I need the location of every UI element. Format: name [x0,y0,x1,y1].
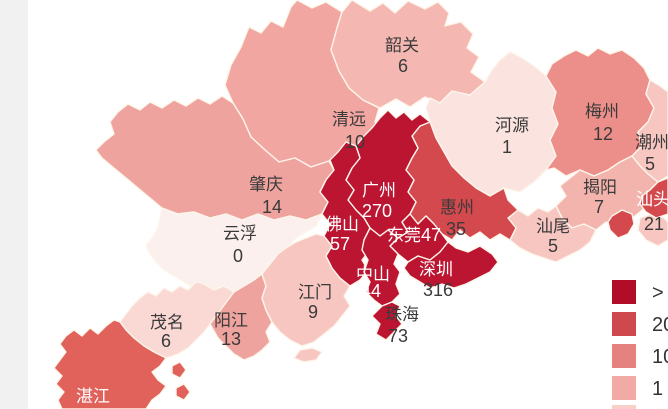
value-shantou: 21 [644,214,664,234]
value-dongguan: 47 [421,225,441,245]
label-yangjiang: 阳江 [214,311,248,330]
label-shenzhen: 深圳 [419,260,453,279]
value-qingyuan: 10 [345,132,365,152]
value-zhongshan: 44 [361,281,381,301]
legend-swatch-5 [612,405,636,409]
value-huizhou: 35 [446,219,466,239]
value-shaoguan: 6 [398,56,408,76]
region-zhanjiang-island-1 [171,361,187,379]
region-shanwei [507,205,597,263]
label-heyuan: 河源 [495,116,529,135]
label-shaoguan: 韶关 [385,36,419,55]
label-guangzhou: 广州 [362,181,396,200]
value-shenzhen: 316 [423,280,453,300]
value-chaozhou: 5 [645,154,655,174]
legend-label-4: 1 [652,378,663,400]
page-gutter [0,0,28,409]
label-dongguan: 东莞47 [387,225,441,245]
label-zhongshan: 中山 [356,265,390,284]
map-regions [53,0,668,409]
value-jiangmen: 9 [308,302,318,322]
region-foshan [319,141,371,287]
value-zhaoqing: 14 [262,197,282,217]
legend: > 20 10 1 [612,280,668,409]
region-dongguan [389,213,449,263]
value-maoming: 6 [161,331,171,351]
label-maoming: 茂名 [150,313,184,332]
legend-swatch-4 [612,376,636,400]
label-dongguan-name: 东莞 [387,226,421,245]
region-zhongshan [361,227,401,307]
value-yangjiang: 13 [221,329,241,349]
region-shenzhen [403,241,499,289]
value-foshan: 57 [330,234,350,254]
value-jieyang: 7 [594,197,604,217]
legend-swatch-2 [612,312,636,336]
label-zhaoqing: 肇庆 [249,175,283,194]
region-zhuhai [371,301,403,341]
label-qingyuan: 清远 [332,110,366,129]
label-shanwei: 汕尾 [536,217,570,236]
value-shanwei: 5 [548,236,558,256]
label-huizhou: 惠州 [440,198,474,217]
label-jiangmen: 江门 [298,283,332,302]
label-foshan: 佛山 [325,215,359,234]
value-guangzhou: 270 [362,201,392,221]
legend-swatch-1 [612,280,636,304]
label-shantou: 汕头 [636,190,668,209]
region-zhanjiang [53,319,167,409]
label-chaozhou: 潮州 [635,133,668,152]
legend-swatch-3 [612,344,636,368]
value-zhuhai: 73 [388,326,408,346]
value-yunfu: 0 [233,246,243,266]
region-shantou-peninsula [607,209,635,239]
legend-label-2: 20 [652,314,668,336]
map-labels: 韶关 6 清远 10 河源 1 梅州 12 潮州 5 揭阳 7 汕头 21 汕尾… [76,36,668,406]
region-zhanjiang-island-2 [175,383,191,401]
legend-label-1: > [652,282,664,304]
label-zhuhai: 珠海 [385,305,419,324]
label-yunfu: 云浮 [223,224,257,243]
value-meizhou: 12 [593,124,613,144]
label-meizhou: 梅州 [585,102,619,121]
region-jiangmen-islands [293,347,323,363]
label-jieyang: 揭阳 [583,178,617,197]
legend-label-3: 10 [652,346,668,368]
region-shantou [639,177,668,219]
region-heyuan [425,51,559,197]
label-zhanjiang: 湛江 [76,387,110,406]
value-heyuan: 1 [502,137,512,157]
